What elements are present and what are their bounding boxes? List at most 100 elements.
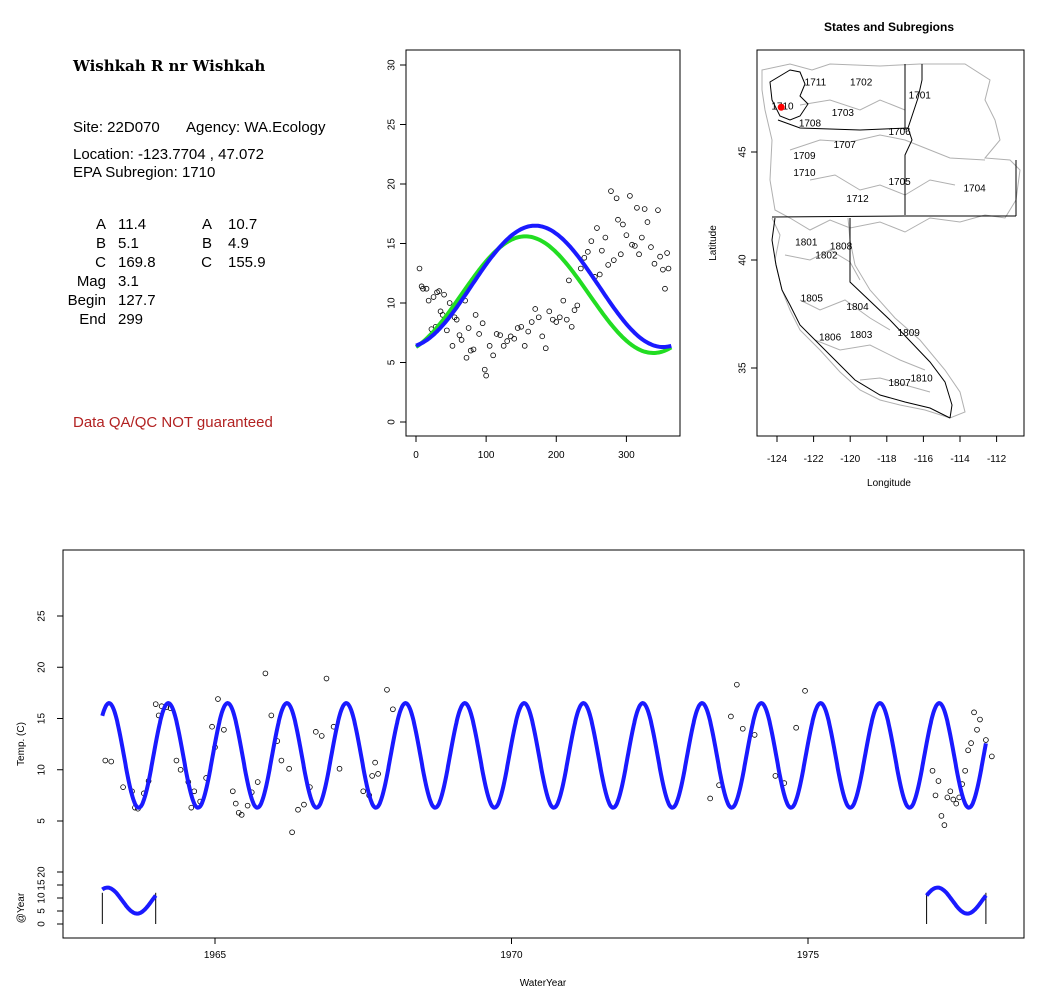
seasonal-data-point (518, 323, 525, 330)
subregion-label: 1706 (888, 127, 911, 138)
seasonal-data-point (648, 244, 654, 250)
param-label: End (79, 311, 106, 328)
timeseries-data-point (232, 800, 239, 807)
subregion-label: 1704 (964, 183, 987, 194)
seasonal-x-tick-label: 300 (618, 450, 635, 461)
timeseries-data-point (360, 788, 367, 795)
timeseries-y-axis-label: Temp. (C) (16, 722, 27, 766)
seasonal-data-point (588, 238, 595, 244)
seasonal-data-point (662, 285, 668, 292)
timeseries-plot-frame (62, 549, 1025, 939)
seasonal-data-point (493, 331, 500, 337)
seasonal-data-point (566, 277, 572, 284)
subregion-label: 1804 (846, 302, 869, 313)
param-value: 169.8 (118, 254, 156, 271)
timeseries-data-point (977, 716, 983, 723)
timeseries-data-point (120, 784, 126, 790)
seasonal-data-point (486, 343, 493, 349)
subregion-label: 1702 (850, 78, 873, 89)
site-location-marker (777, 103, 785, 111)
seasonal-x-tick-label: 200 (548, 450, 565, 461)
subregion-label: 1709 (793, 151, 816, 162)
seasonal-data-point (651, 260, 658, 267)
seasonal-data-point (605, 262, 611, 268)
param-value: 299 (118, 311, 144, 328)
timeseries-data-point (953, 800, 960, 807)
timeseries-y-tick-label: 10 (37, 764, 48, 776)
timeseries-data-point (793, 724, 799, 731)
timeseries-data-point (962, 767, 968, 774)
seasonal-data-point (660, 266, 666, 273)
seasonal-data-point (446, 300, 453, 306)
timeseries-data-point (244, 802, 251, 809)
timeseries-y-tick-label: 5 (37, 818, 48, 824)
seasonal-data-point (416, 265, 423, 272)
seasonal-data-point (620, 221, 626, 228)
timeseries-data-point (734, 681, 740, 688)
param-value: 10.7 (228, 216, 258, 233)
lower-fit-segment (101, 885, 158, 916)
timeseries-data-point (289, 829, 295, 836)
seasonal-data-point (425, 297, 432, 304)
seasonal-data-point (617, 251, 624, 258)
seasonal-data-point (568, 323, 575, 330)
timeseries-data-point (950, 796, 957, 803)
timeseries-data-point (152, 701, 159, 707)
timeseries-data-point (221, 726, 227, 733)
timeseries-data-point (929, 767, 936, 774)
subregion-label: 1712 (846, 194, 869, 205)
param-label: A (95, 216, 106, 233)
seasonal-data-point (511, 335, 517, 342)
seasonal-data-point (608, 188, 614, 194)
timeseries-data-point (229, 788, 236, 795)
param-label: C (201, 254, 212, 271)
timeseries-data-point (301, 801, 307, 808)
seasonal-data-point (479, 320, 486, 327)
timeseries-data-point (318, 733, 325, 739)
seasonal-data-point (556, 314, 563, 321)
seasonal-data-point (514, 325, 521, 331)
param-label: C (95, 254, 106, 271)
seasonal-y-tick-label: 30 (387, 59, 398, 71)
param-value: 4.9 (228, 235, 249, 252)
seasonal-data-point (441, 291, 447, 298)
seasonal-data-point (430, 294, 437, 300)
seasonal-x-tick-label: 100 (478, 450, 495, 461)
timeseries-data-point (802, 688, 808, 694)
seasonal-data-point (553, 319, 560, 325)
param-value: 3.1 (118, 273, 139, 290)
seasonal-data-point (613, 195, 620, 202)
timeseries-data-point (369, 773, 375, 779)
param-label: A (201, 216, 212, 233)
seasonal-data-point (623, 232, 630, 238)
timeseries-data-point (268, 712, 275, 719)
map-plot-frame (756, 49, 1025, 437)
seasonal-data-point (539, 333, 546, 340)
agency: Agency: WA.Ecology (186, 119, 326, 136)
seasonal-data-point (458, 337, 465, 343)
map-title: States and Subregions (824, 20, 954, 34)
timeseries-x-tick-label: 1965 (204, 950, 227, 961)
seasonal-data-point (420, 285, 426, 292)
timeseries-data-point (728, 713, 734, 720)
seasonal-data-point (546, 308, 553, 315)
timeseries-x-axis-label: WaterYear (520, 978, 567, 989)
timeseries-data-point (965, 747, 971, 754)
param-label: Begin (67, 292, 106, 309)
seasonal-data-point (532, 306, 539, 312)
param-value: 5.1 (118, 235, 139, 252)
subregion-label: 1803 (850, 330, 873, 341)
lower-y-tick-label: 20 (37, 866, 48, 878)
timeseries-data-point (983, 737, 989, 743)
seasonal-data-point (456, 332, 463, 338)
timeseries-data-point (941, 822, 948, 828)
timeseries-fit-line (100, 701, 988, 810)
param-label: B (95, 235, 106, 252)
lower-y-tick-label: 0 (37, 921, 48, 927)
site-name: Wishkah R nr Wishkah (73, 57, 266, 75)
subregion-label: 1806 (819, 332, 842, 343)
param-label: Mag (76, 273, 106, 290)
timeseries-data-point (336, 765, 343, 772)
timeseries-data-point (177, 766, 184, 773)
timeseries-data-point (989, 753, 995, 760)
